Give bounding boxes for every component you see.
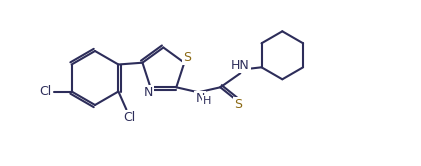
Text: Cl: Cl bbox=[123, 111, 136, 124]
Text: S: S bbox=[183, 51, 191, 64]
Text: HN: HN bbox=[231, 59, 250, 72]
Text: H: H bbox=[203, 96, 211, 106]
Text: S: S bbox=[234, 98, 242, 111]
Text: Cl: Cl bbox=[40, 85, 52, 98]
Text: N: N bbox=[144, 86, 153, 99]
Text: N: N bbox=[196, 92, 205, 105]
